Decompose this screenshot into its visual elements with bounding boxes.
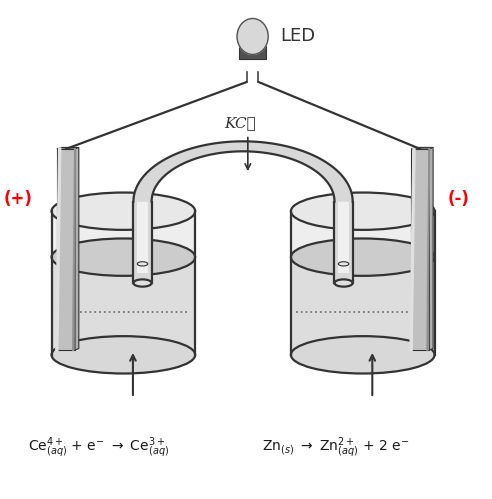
Polygon shape [411,149,430,350]
Polygon shape [75,147,79,350]
Polygon shape [338,202,349,273]
Polygon shape [52,211,195,355]
Polygon shape [291,211,434,355]
Ellipse shape [133,279,152,286]
Text: LED: LED [280,27,315,45]
Polygon shape [240,46,266,59]
Polygon shape [57,149,75,350]
Ellipse shape [52,336,195,373]
Polygon shape [53,257,194,355]
Ellipse shape [52,193,195,230]
Ellipse shape [137,262,148,266]
Text: KCℓ: KCℓ [224,116,256,130]
Ellipse shape [291,239,434,276]
Ellipse shape [52,239,195,276]
Text: Ce$^{4+}_{(aq)}$ + e$^{-}$ $\rightarrow$ Ce$^{3+}_{(aq)}$: Ce$^{4+}_{(aq)}$ + e$^{-}$ $\rightarrow$… [28,436,169,460]
Polygon shape [430,147,433,350]
Polygon shape [335,202,353,283]
Polygon shape [57,147,79,149]
Ellipse shape [338,262,349,266]
Ellipse shape [237,18,268,54]
Polygon shape [292,257,433,355]
Ellipse shape [291,336,434,373]
Polygon shape [133,141,353,202]
Polygon shape [133,202,152,283]
Polygon shape [137,202,148,273]
Text: (+): (+) [4,190,33,208]
Ellipse shape [335,279,353,286]
Text: Zn$_{(s)}$ $\rightarrow$ Zn$^{2+}_{(aq)}$ + 2 e$^{-}$: Zn$_{(s)}$ $\rightarrow$ Zn$^{2+}_{(aq)}… [262,436,409,460]
Ellipse shape [291,193,434,230]
Polygon shape [411,147,433,149]
Text: (-): (-) [448,190,469,208]
